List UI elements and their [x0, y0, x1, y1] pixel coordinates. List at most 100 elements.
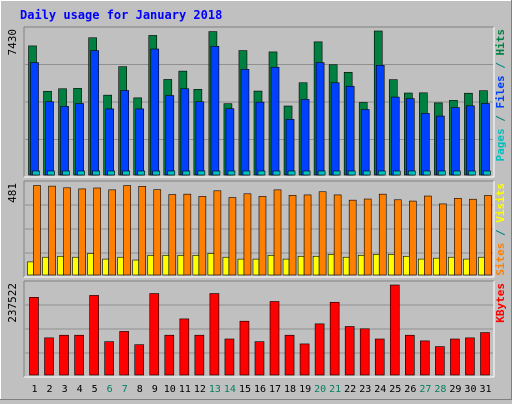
bar-visits [42, 256, 49, 276]
bar-files [30, 62, 39, 176]
bar-pages-face [167, 170, 176, 176]
bar-visits [192, 255, 200, 276]
day-bars [118, 66, 130, 176]
bar-visits [403, 255, 410, 276]
bar-kbytes-face [405, 334, 415, 376]
bar-visits-face [177, 255, 185, 276]
bar-visits [162, 255, 170, 276]
bar-sites [273, 189, 282, 276]
day-bars [209, 293, 220, 376]
day-label: 2 [47, 384, 53, 395]
bar-sites-face [258, 196, 267, 276]
bar-kbytes-face [480, 332, 490, 376]
day-bars [117, 185, 131, 276]
day-bars [132, 186, 147, 276]
day-bars [314, 323, 325, 376]
bar-visits-face [27, 261, 34, 276]
day-bars [448, 197, 462, 276]
bar-pages [438, 170, 446, 176]
bar-visits [222, 256, 230, 276]
bar-files [105, 108, 114, 176]
bar-files-face [345, 85, 355, 176]
day-bars [435, 346, 445, 376]
bar-kbytes-face [194, 334, 205, 376]
bar-sites-face [484, 195, 492, 276]
day-bars [59, 334, 69, 376]
bar-sites-face [183, 193, 192, 276]
bar-sites [48, 185, 56, 276]
bar-files-face [135, 108, 145, 176]
bar-visits-face [72, 256, 79, 276]
bar-pages-face [47, 170, 55, 176]
day-bars [373, 30, 386, 176]
bar-files-face [225, 108, 235, 176]
bar-visits-face [327, 254, 335, 276]
bar-pages [362, 170, 371, 176]
day-bars [284, 334, 295, 376]
bar-kbytes [405, 334, 415, 376]
bar-sites-face [198, 196, 207, 276]
bar-kbytes-face [284, 334, 295, 376]
day-bars [312, 191, 327, 276]
bar-files [406, 98, 415, 176]
bar-visits [27, 261, 34, 276]
day-bars [89, 295, 99, 376]
bar-sites [108, 189, 116, 276]
bar-pages [302, 170, 311, 176]
bar-visits [87, 253, 94, 276]
bar-files-face [75, 103, 84, 176]
bar-visits [207, 253, 215, 276]
bar-pages [377, 170, 386, 176]
bar-visits-face [207, 253, 215, 276]
bar-kbytes [344, 326, 355, 376]
y-max-label: 237522 [6, 283, 19, 323]
day-bars [283, 105, 296, 176]
bar-sites-face [78, 188, 86, 276]
day-bars [88, 37, 100, 176]
day-bars [405, 334, 415, 376]
bar-files-face [90, 50, 99, 176]
bar-files-face [210, 46, 220, 176]
day-label: 31 [479, 384, 491, 395]
chart-title: Daily usage for January 2018 [20, 8, 222, 22]
day-bars [104, 341, 114, 376]
bar-kbytes-face [420, 340, 430, 376]
bar-kbytes-face [254, 341, 265, 376]
day-bars [357, 198, 372, 276]
day-bars [194, 334, 205, 376]
day-bars [192, 196, 207, 276]
bar-files [345, 85, 355, 176]
day-bars [72, 188, 86, 276]
day-label: 19 [299, 384, 311, 395]
bar-visits-face [102, 258, 109, 276]
day-bars [162, 194, 177, 276]
bar-kbytes [44, 337, 54, 376]
bar-kbytes-face [299, 343, 310, 376]
bar-kbytes [179, 318, 190, 376]
day-bars [223, 103, 236, 176]
bar-files-face [240, 69, 250, 176]
bar-sites [424, 195, 432, 276]
day-bars [28, 45, 40, 176]
day-label: 14 [224, 384, 236, 395]
bar-kbytes [254, 341, 265, 376]
bar-pages [408, 170, 416, 176]
day-bars [327, 194, 342, 276]
bar-sites [303, 194, 312, 276]
bar-pages [122, 170, 130, 176]
bar-sites [168, 194, 177, 276]
bar-files-face [330, 82, 340, 176]
bar-files [150, 48, 160, 176]
bar-sites-face [454, 197, 462, 276]
bar-files [210, 46, 220, 176]
bar-visits [327, 254, 335, 276]
day-label: 24 [374, 384, 386, 395]
bar-kbytes [194, 334, 205, 376]
bar-kbytes-face [359, 328, 370, 376]
bar-files-face [375, 65, 385, 176]
day-bars [177, 193, 192, 276]
day-bars [239, 320, 250, 376]
bar-files-face [406, 98, 415, 176]
day-label: 3 [62, 384, 68, 395]
